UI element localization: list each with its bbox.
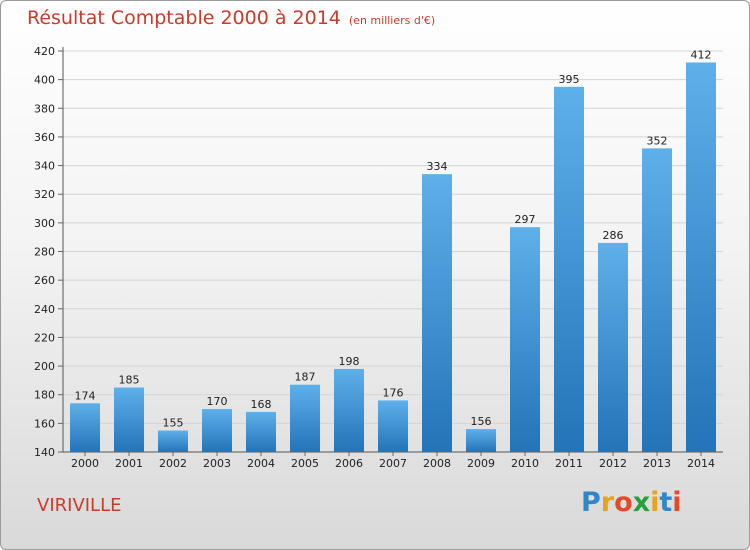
chart-title: Résultat Comptable 2000 à 2014: [27, 7, 341, 29]
bar: [202, 409, 232, 452]
bar-value-label: 168: [251, 398, 272, 411]
bar: [334, 368, 364, 452]
y-tick-label: 260: [34, 274, 55, 287]
logo-letter: i: [650, 487, 660, 518]
y-tick-label: 200: [34, 360, 55, 373]
bar-value-label: 155: [163, 417, 184, 430]
y-tick-label: 380: [34, 102, 55, 115]
y-tick-label: 220: [34, 331, 55, 344]
bar-value-label: 297: [515, 213, 536, 226]
chart-subtitle: (en milliers d'€): [348, 14, 436, 27]
x-tick-label: 2005: [291, 457, 319, 470]
bar: [598, 242, 628, 452]
bar: [422, 174, 452, 452]
x-tick-label: 2012: [599, 457, 627, 470]
bar-value-label: 156: [471, 415, 492, 428]
bar-value-label: 185: [119, 374, 140, 387]
x-tick-label: 2013: [643, 457, 671, 470]
x-tick-label: 2007: [379, 457, 407, 470]
x-tick-label: 2004: [247, 457, 275, 470]
x-tick-label: 2002: [159, 457, 187, 470]
place-name: VIRIVILLE: [37, 495, 122, 516]
bar: [70, 403, 100, 452]
bar: [290, 384, 320, 452]
proxiti-logo: Proxiti: [581, 487, 682, 518]
bar-value-label: 174: [75, 389, 96, 402]
bar-value-label: 198: [339, 355, 360, 368]
y-tick-label: 320: [34, 188, 55, 201]
x-tick-label: 2011: [555, 457, 583, 470]
x-tick-label: 2009: [467, 457, 495, 470]
x-tick-label: 2006: [335, 457, 363, 470]
bar: [378, 400, 408, 452]
bar: [246, 411, 276, 452]
y-tick-label: 160: [34, 417, 55, 430]
y-tick-label: 360: [34, 131, 55, 144]
chart-title-block: Résultat Comptable 2000 à 2014 (en millie…: [27, 7, 435, 29]
bar-value-label: 352: [647, 134, 668, 147]
logo-letter: r: [600, 487, 615, 518]
x-tick-label: 2003: [203, 457, 231, 470]
bar: [466, 429, 496, 452]
bar: [686, 62, 716, 452]
bar-value-label: 334: [427, 160, 448, 173]
y-tick-label: 400: [34, 74, 55, 87]
bar: [158, 430, 188, 452]
logo-letter: P: [581, 487, 601, 518]
logo-letter: o: [614, 487, 633, 518]
x-tick-label: 2014: [687, 457, 715, 470]
y-tick-label: 140: [34, 446, 55, 459]
logo-letter: x: [632, 487, 651, 518]
bar-value-label: 395: [559, 73, 580, 86]
bar-value-label: 176: [383, 386, 404, 399]
y-tick-label: 340: [34, 160, 55, 173]
x-tick-label: 2001: [115, 457, 143, 470]
logo-letter: i: [672, 487, 682, 518]
y-tick-label: 280: [34, 246, 55, 259]
bar-value-label: 187: [295, 371, 316, 384]
bar: [510, 227, 540, 452]
bar: [554, 86, 584, 452]
bar-value-label: 412: [691, 48, 712, 61]
bar-value-label: 286: [603, 229, 624, 242]
y-tick-label: 180: [34, 389, 55, 402]
y-tick-label: 300: [34, 217, 55, 230]
bar: [642, 148, 672, 452]
x-tick-label: 2000: [71, 457, 99, 470]
y-tick-label: 420: [34, 45, 55, 58]
bar: [114, 387, 144, 452]
logo-letter: t: [659, 487, 673, 518]
x-tick-label: 2010: [511, 457, 539, 470]
bar-value-label: 170: [207, 395, 228, 408]
x-tick-label: 2008: [423, 457, 451, 470]
y-tick-label: 240: [34, 303, 55, 316]
